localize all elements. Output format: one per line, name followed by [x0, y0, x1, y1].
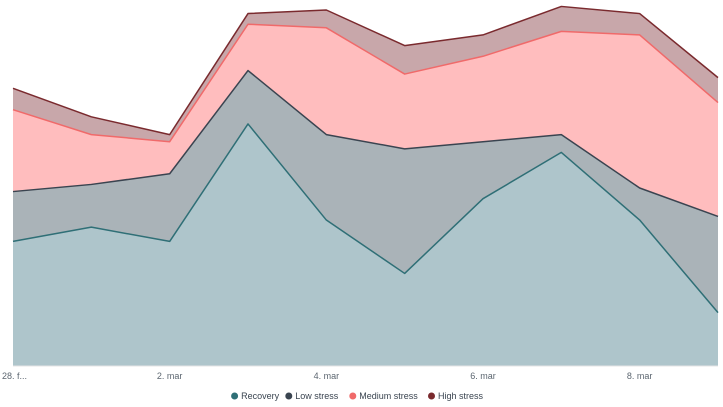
x-tick-label: 4. mar — [314, 371, 340, 381]
line-medium-stress[interactable] — [12, 23, 719, 143]
line-high-stress[interactable] — [12, 5, 719, 136]
legend-marker — [428, 392, 435, 400]
line-recovery[interactable] — [12, 123, 719, 314]
legend-marker — [285, 392, 293, 400]
area-medium-stress[interactable] — [13, 24, 718, 217]
x-tick-label: 28. f... — [2, 371, 27, 381]
x-axis: 28. f... 2. mar 4. mar 6. mar 8. mar — [2, 371, 652, 381]
area-high-stress[interactable] — [13, 6, 718, 142]
x-tick-label: 6. mar — [470, 371, 496, 381]
lines-layer — [12, 5, 719, 314]
legend-marker — [349, 392, 357, 400]
legend-marker — [231, 392, 239, 400]
legend-label: Medium stress — [359, 391, 418, 401]
legend-label: Recovery — [241, 391, 280, 401]
area-recovery[interactable] — [13, 123, 718, 366]
legend-label: Low stress — [295, 391, 339, 401]
x-tick-label: 2. mar — [157, 371, 183, 381]
area-low-stress[interactable] — [13, 70, 718, 313]
line-low-stress[interactable] — [12, 69, 719, 218]
legend-item-recovery[interactable]: Recovery — [231, 391, 280, 401]
x-tick-label: 8. mar — [627, 371, 653, 381]
areas-layer — [13, 6, 718, 366]
legend[interactable]: Recovery Low stress Medium stress High stre… — [231, 391, 484, 401]
legend-label: High stress — [438, 391, 484, 401]
legend-item-high-stress[interactable]: High stress — [428, 391, 484, 401]
legend-item-medium-stress[interactable]: Medium stress — [349, 391, 418, 401]
legend-item-low-stress[interactable]: Low stress — [285, 391, 339, 401]
